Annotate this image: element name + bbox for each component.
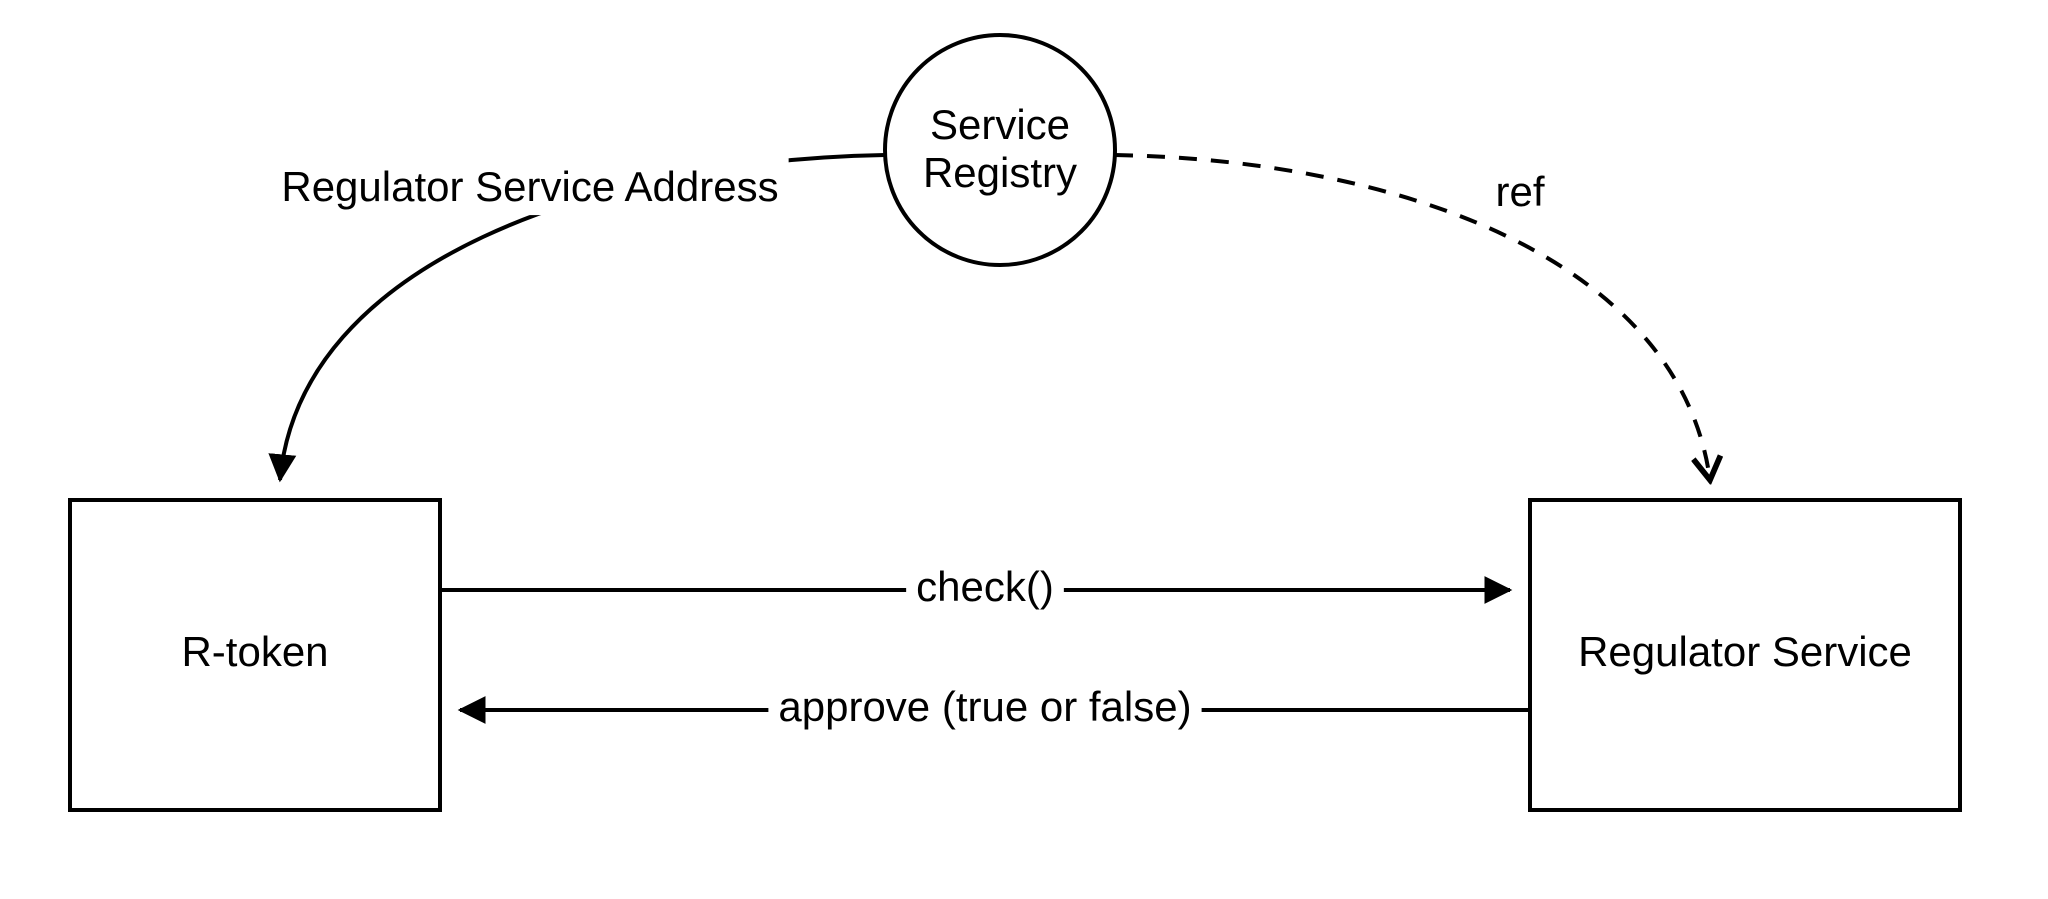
node-label-service_registry-1: Service xyxy=(930,101,1070,148)
node-label-regulator_service: Regulator Service xyxy=(1578,628,1912,675)
edge-label-ref: ref xyxy=(1485,163,1554,220)
node-regulator_service: Regulator Service xyxy=(1530,500,1960,810)
edge-label-check: check() xyxy=(906,558,1064,615)
svg-text:approve (true or false): approve (true or false) xyxy=(778,683,1191,730)
diagram-canvas: ServiceRegistry R-token Regulator Service … xyxy=(0,0,2048,899)
svg-text:Regulator Service Address: Regulator Service Address xyxy=(281,163,778,210)
svg-text:ref: ref xyxy=(1495,168,1544,215)
node-r_token: R-token xyxy=(70,500,440,810)
edge-label-approve: approve (true or false) xyxy=(768,678,1201,735)
svg-text:check(): check() xyxy=(916,563,1054,610)
node-label-service_registry-2: Registry xyxy=(923,149,1077,196)
node-label-r_token: R-token xyxy=(181,628,328,675)
edge-ref xyxy=(1115,155,1710,480)
edge-label-reg_addr: Regulator Service Address xyxy=(271,158,788,215)
node-service_registry: ServiceRegistry xyxy=(885,35,1115,265)
